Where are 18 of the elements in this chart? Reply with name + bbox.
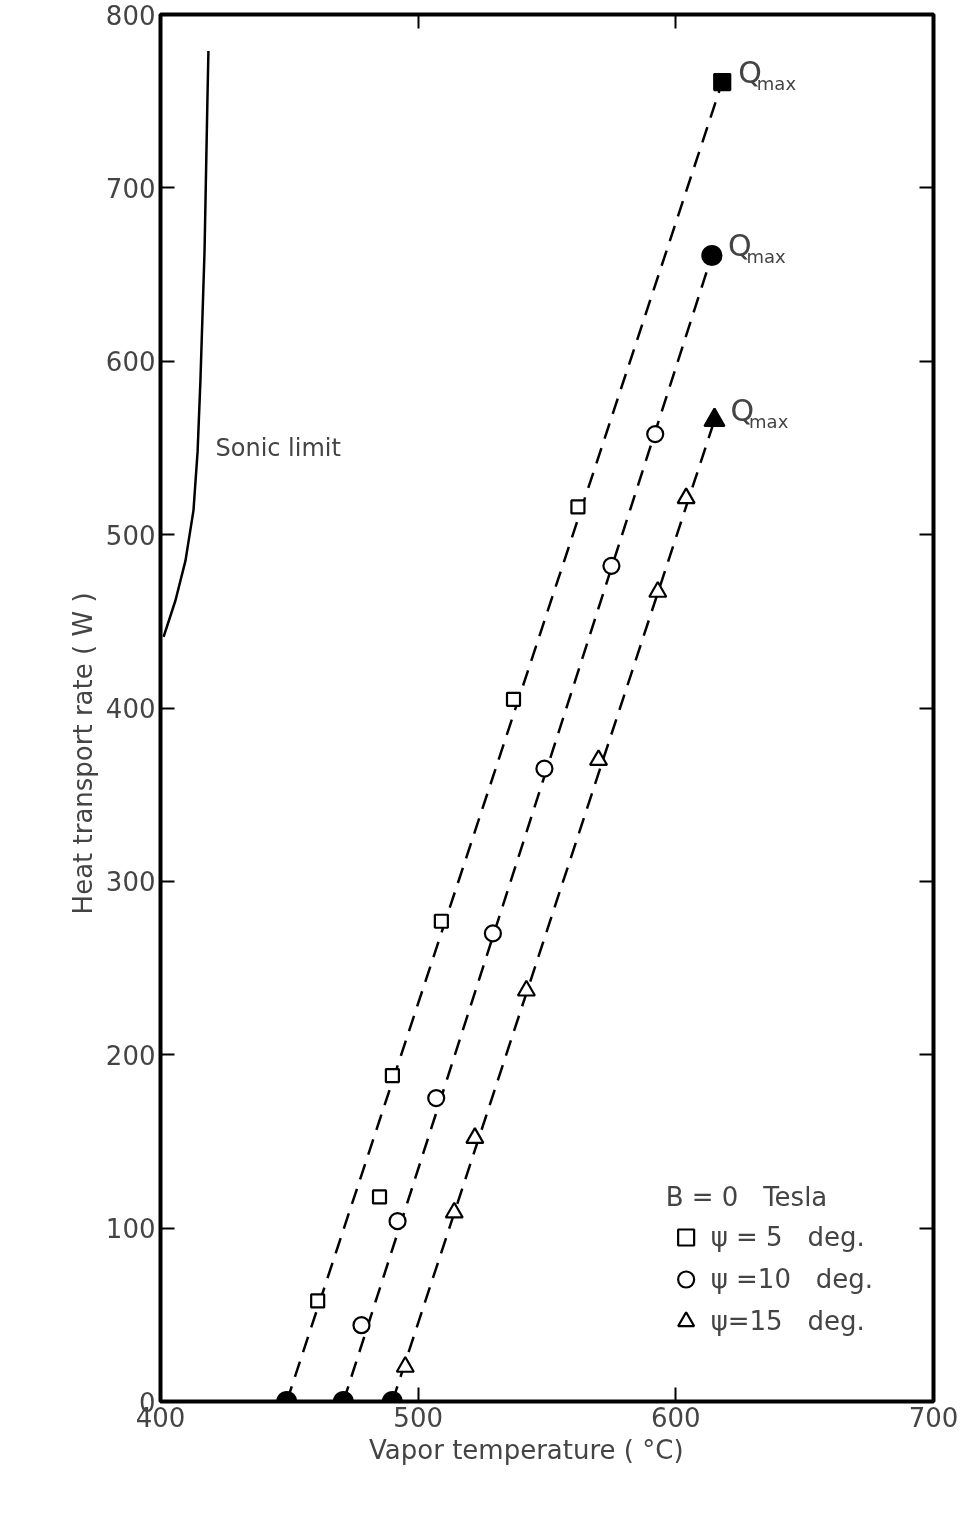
- y-tick-label: 200: [105, 1040, 156, 1071]
- x-tick-label: 600: [651, 1402, 701, 1433]
- y-tick-label: 700: [105, 173, 156, 204]
- y-tick-label: 100: [105, 1214, 156, 1245]
- legend-label: ψ = 5 deg.: [710, 1222, 865, 1252]
- legend-label: ψ=15 deg.: [710, 1306, 865, 1336]
- y-tick-label: 800: [105, 0, 156, 31]
- y-tick-label: 500: [105, 520, 156, 551]
- y-tick-label: 400: [105, 694, 156, 724]
- x-tick-label: 700: [908, 1402, 959, 1433]
- y-axis-title: Heat transport rate ( W ): [67, 592, 98, 915]
- legend-title: B = 0 Tesla: [665, 1182, 829, 1212]
- y-tick-label: 600: [105, 347, 156, 378]
- y-tick-label: 300: [105, 867, 156, 898]
- annotation: Sonic limit: [215, 433, 341, 462]
- legend-label: ψ =10 deg.: [710, 1264, 873, 1294]
- x-axis-title: Vapor temperature ( °C): [369, 1434, 684, 1465]
- x-tick-label: 500: [393, 1402, 443, 1433]
